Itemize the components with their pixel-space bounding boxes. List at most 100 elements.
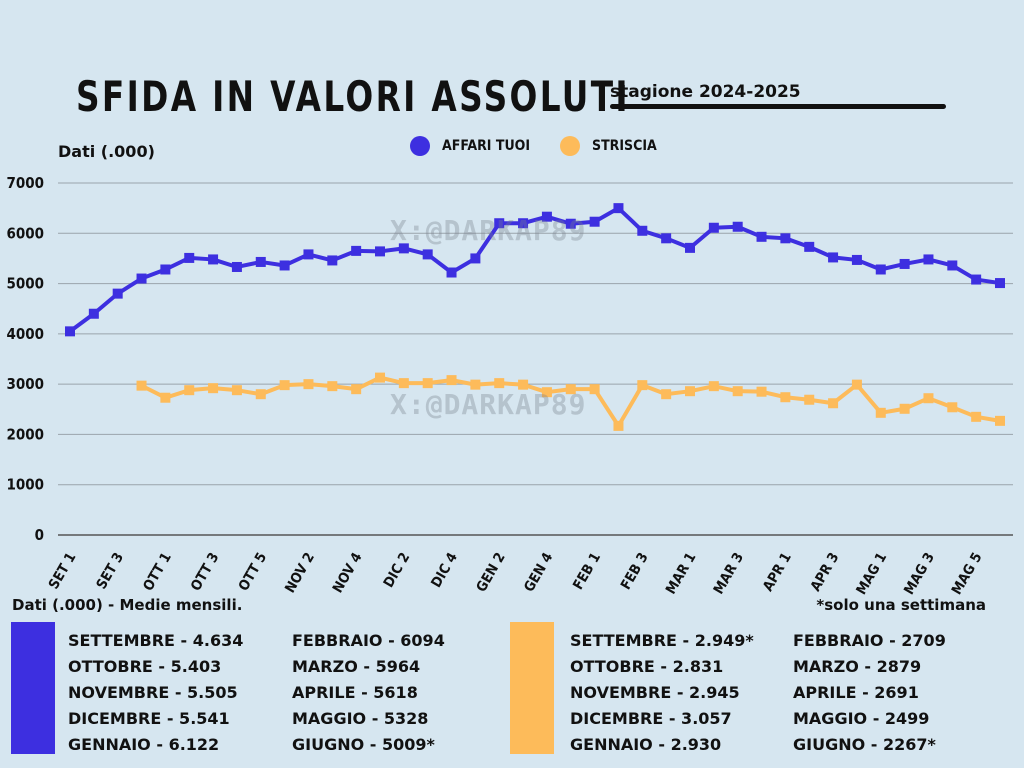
data-point-affari-tuoi (899, 258, 910, 269)
series-line-affari-tuoi (68, 206, 1001, 333)
data-point-striscia (327, 381, 338, 392)
data-point-striscia (375, 372, 385, 383)
data-point-striscia (518, 379, 529, 390)
data-point-striscia (231, 385, 242, 396)
x-tick-label: OTT 1 (140, 550, 175, 594)
data-point-striscia (995, 415, 1005, 426)
data-point-striscia (398, 378, 409, 389)
x-tick-label: GEN 4 (521, 550, 556, 595)
data-point-affari-tuoi (398, 243, 409, 254)
data-point-affari-tuoi (947, 260, 958, 271)
monthly-average: GENNAIO - 2.930 (570, 735, 722, 754)
monthly-average: NOVEMBRE - 2.945 (570, 683, 740, 702)
footnote: *solo una settimana (816, 596, 986, 614)
line-chart: 0 1000 2000 3000 4000 5000 6000 7000 SET 1 SET 3 O… (6, 174, 1013, 598)
x-tick-label: DIC 2 (381, 550, 414, 591)
data-point-striscia (255, 389, 266, 400)
monthly-average: GIUGNO - 2267* (793, 735, 936, 754)
data-point-affari-tuoi (351, 245, 362, 256)
monthly-average: MARZO - 5964 (292, 657, 421, 676)
legend-dot-affari-tuoi (410, 136, 430, 156)
x-tick-label: MAG 1 (853, 550, 890, 598)
data-point-affari-tuoi (875, 264, 886, 275)
data-point-affari-tuoi (995, 278, 1005, 289)
y-tick-label: 1000 (6, 476, 44, 494)
legend-dot-striscia (560, 136, 580, 156)
x-tick-label: MAR 3 (711, 550, 747, 597)
data-point-striscia (780, 392, 791, 403)
legend-label-striscia: STRISCIA (592, 138, 657, 154)
data-point-striscia (494, 378, 505, 389)
data-point-affari-tuoi (112, 288, 123, 299)
legend-item-striscia: STRISCIA (560, 134, 657, 158)
data-point-affari-tuoi (327, 255, 338, 266)
monthly-average: MAGGIO - 5328 (292, 709, 429, 728)
season-underline (610, 104, 946, 109)
x-tick-label: FEB 3 (618, 550, 652, 593)
x-tick-label: NOV 2 (282, 550, 318, 596)
y-tick-label: 2000 (6, 425, 44, 443)
x-tick-label: SET 3 (94, 550, 128, 592)
data-point-striscia (422, 378, 433, 389)
data-point-affari-tuoi (470, 253, 481, 264)
season-label: stagione 2024-2025 (610, 82, 801, 102)
data-point-affari-tuoi (780, 233, 791, 244)
monthly-average: SETTEMBRE - 2.949* (570, 631, 754, 650)
data-point-affari-tuoi (255, 256, 266, 267)
data-point-striscia (899, 403, 910, 414)
data-point-striscia (851, 379, 862, 390)
monthly-average: APRILE - 5618 (292, 683, 418, 702)
data-point-striscia (303, 379, 314, 390)
x-tick-label: NOV 4 (330, 550, 366, 596)
data-point-striscia (804, 394, 815, 405)
data-point-striscia (923, 393, 934, 404)
data-point-affari-tuoi (756, 231, 767, 242)
data-point-affari-tuoi (303, 249, 314, 260)
x-tick-label: FEB 1 (570, 550, 604, 593)
data-point-affari-tuoi (279, 260, 290, 271)
data-point-striscia (613, 420, 624, 431)
data-point-affari-tuoi (518, 218, 529, 229)
data-point-affari-tuoi (565, 218, 576, 229)
y-tick-label: 3000 (6, 375, 44, 393)
data-point-striscia (685, 386, 695, 397)
data-point-affari-tuoi (613, 203, 624, 214)
striscia-averages-col1: SETTEMBRE - 2.949* OTTOBRE - 2.831 NOVEM… (570, 628, 754, 758)
data-point-affari-tuoi (708, 222, 719, 233)
y-tick-label: 4000 (6, 325, 44, 343)
monthly-average: OTTOBRE - 2.831 (570, 657, 724, 676)
affari-tuoi-swatch (11, 622, 55, 754)
monthly-average: MAGGIO - 2499 (793, 709, 930, 728)
data-point-affari-tuoi (231, 261, 242, 272)
data-point-striscia (470, 379, 481, 390)
x-tick-label: APR 3 (808, 550, 843, 594)
data-point-affari-tuoi (923, 254, 934, 265)
monthly-average: APRILE - 2691 (793, 683, 919, 702)
data-point-striscia (828, 398, 839, 409)
data-point-affari-tuoi (828, 252, 839, 263)
monthly-average: NOVEMBRE - 5.505 (68, 683, 238, 702)
data-point-striscia (279, 380, 290, 391)
y-axis-unit-label: Dati (.000) (58, 142, 155, 161)
data-point-affari-tuoi (136, 273, 147, 284)
monthly-average: GIUGNO - 5009* (292, 735, 435, 754)
x-tick-label: MAG 3 (901, 550, 938, 598)
monthly-average: DICEMBRE - 5.541 (68, 709, 230, 728)
striscia-averages-col2: FEBBRAIO - 2709 MARZO - 2879 APRILE - 26… (793, 628, 946, 758)
x-tick-label: MAR 1 (663, 550, 699, 597)
monthly-average: FEBBRAIO - 6094 (292, 631, 445, 650)
data-point-affari-tuoi (661, 233, 672, 244)
data-point-striscia (565, 384, 576, 395)
watermark-lower: X:@DARKAP89 (390, 388, 587, 421)
data-point-striscia (708, 381, 719, 392)
data-point-affari-tuoi (375, 246, 385, 257)
y-tick-label: 7000 (6, 174, 44, 192)
data-point-striscia (208, 383, 219, 394)
data-point-striscia (756, 386, 767, 397)
data-point-striscia (589, 384, 600, 395)
data-point-striscia (541, 387, 552, 398)
data-point-affari-tuoi (494, 218, 505, 229)
x-tick-label: DIC 4 (428, 550, 461, 591)
monthly-average: MARZO - 2879 (793, 657, 922, 676)
affari-tuoi-averages-col2: FEBBRAIO - 6094 MARZO - 5964 APRILE - 56… (292, 628, 445, 758)
